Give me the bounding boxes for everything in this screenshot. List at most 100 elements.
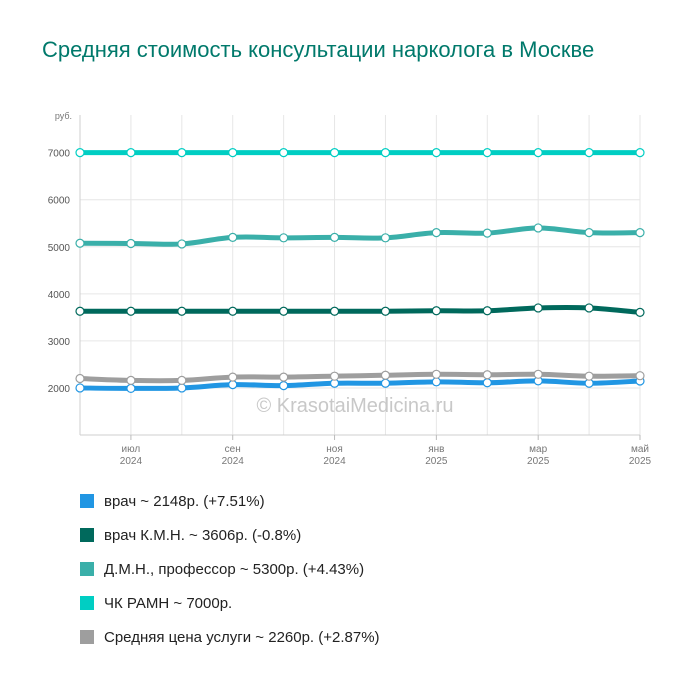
data-point bbox=[177, 383, 187, 393]
data-point bbox=[431, 148, 441, 158]
data-point bbox=[228, 232, 238, 242]
data-point bbox=[279, 233, 289, 243]
data-point bbox=[177, 148, 187, 158]
data-point bbox=[279, 380, 289, 391]
data-point bbox=[75, 373, 85, 384]
data-point bbox=[228, 148, 238, 158]
data-point bbox=[635, 148, 645, 158]
data-point bbox=[279, 306, 289, 316]
legend-label: ЧК РАМН ~ 7000р. bbox=[104, 594, 233, 612]
y-tick-label: 2000 bbox=[48, 384, 71, 395]
x-tick-year-label: 2025 bbox=[527, 456, 550, 467]
data-point bbox=[279, 148, 289, 158]
series-1 bbox=[75, 303, 645, 317]
data-point bbox=[329, 148, 340, 158]
data-point bbox=[533, 369, 543, 379]
data-point bbox=[380, 378, 391, 388]
x-tick-label: май bbox=[631, 444, 649, 455]
legend-label: врач К.М.Н. ~ 3606р. (-0.8%) bbox=[104, 526, 302, 544]
series-3 bbox=[75, 148, 645, 158]
data-point bbox=[75, 383, 85, 393]
axes: 200030004000500060007000руб.июл2024сен20… bbox=[48, 111, 652, 467]
y-tick-label: 5000 bbox=[48, 243, 71, 254]
legend-swatch bbox=[80, 596, 94, 610]
legend-label: врач ~ 2148р. (+7.51%) bbox=[104, 492, 265, 510]
legend-item[interactable]: врач ~ 2148р. (+7.51%) bbox=[80, 484, 380, 518]
legend-swatch bbox=[80, 494, 94, 508]
legend-swatch bbox=[80, 630, 94, 644]
y-tick-label: 7000 bbox=[48, 149, 71, 160]
data-point bbox=[431, 228, 441, 238]
x-tick-label: июл bbox=[122, 444, 141, 455]
data-point bbox=[75, 306, 85, 316]
data-point bbox=[380, 148, 391, 158]
data-point bbox=[482, 228, 492, 238]
data-point bbox=[329, 371, 340, 381]
data-point bbox=[279, 372, 289, 382]
legend-item[interactable]: Средняя цена услуги ~ 2260р. (+2.87%) bbox=[80, 620, 380, 654]
legend-label: Д.М.Н., профессор ~ 5300р. (+4.43%) bbox=[104, 560, 365, 578]
data-point bbox=[126, 383, 136, 394]
legend-label: Средняя цена услуги ~ 2260р. (+2.87%) bbox=[104, 628, 380, 646]
x-tick-label: ноя bbox=[326, 444, 343, 455]
data-point bbox=[329, 232, 340, 242]
chart-title: Средняя стоимость консультации нарколога… bbox=[42, 37, 595, 62]
x-tick-label: мар bbox=[529, 444, 547, 455]
data-point bbox=[177, 239, 187, 249]
legend-item[interactable]: Д.М.Н., профессор ~ 5300р. (+4.43%) bbox=[80, 552, 380, 586]
data-point bbox=[431, 377, 441, 387]
data-point bbox=[635, 307, 645, 317]
x-tick-label: янв bbox=[428, 444, 444, 455]
legend-swatch bbox=[80, 528, 94, 542]
data-point bbox=[533, 148, 543, 158]
x-tick-year-label: 2024 bbox=[323, 456, 346, 467]
legend-swatch bbox=[80, 562, 94, 576]
series-group bbox=[75, 148, 645, 394]
data-point bbox=[228, 372, 238, 382]
data-point bbox=[533, 223, 543, 233]
data-point bbox=[635, 371, 645, 381]
data-point bbox=[482, 378, 492, 388]
data-point bbox=[482, 370, 492, 380]
watermark: © KrasotaiMedicina.ru bbox=[256, 395, 453, 417]
line-chart: 200030004000500060007000руб.июл2024сен20… bbox=[48, 111, 652, 467]
y-unit-label: руб. bbox=[55, 111, 72, 121]
data-point bbox=[431, 369, 441, 379]
x-tick-year-label: 2024 bbox=[120, 456, 143, 467]
data-point bbox=[380, 233, 391, 243]
data-point bbox=[126, 238, 136, 249]
data-point bbox=[533, 303, 543, 313]
series-4 bbox=[75, 369, 645, 386]
data-point bbox=[482, 306, 492, 316]
y-tick-label: 4000 bbox=[48, 290, 71, 301]
series-line bbox=[77, 225, 643, 247]
data-point bbox=[228, 380, 238, 390]
data-point bbox=[329, 306, 340, 316]
data-point bbox=[75, 238, 85, 248]
data-point bbox=[177, 306, 187, 316]
legend-item[interactable]: врач К.М.Н. ~ 3606р. (-0.8%) bbox=[80, 518, 380, 552]
data-point bbox=[584, 228, 594, 238]
series-line bbox=[77, 304, 643, 315]
data-point bbox=[228, 306, 238, 316]
y-tick-label: 6000 bbox=[48, 196, 71, 207]
x-tick-label: сен bbox=[225, 444, 241, 455]
data-point bbox=[584, 371, 594, 381]
data-point bbox=[380, 306, 391, 316]
data-point bbox=[177, 375, 187, 386]
data-point bbox=[126, 375, 136, 386]
y-tick-label: 3000 bbox=[48, 337, 71, 348]
data-point bbox=[584, 303, 594, 313]
x-tick-year-label: 2024 bbox=[222, 456, 245, 467]
data-point bbox=[126, 148, 136, 158]
x-tick-year-label: 2025 bbox=[425, 456, 448, 467]
data-point bbox=[584, 148, 594, 158]
series-2 bbox=[75, 223, 645, 249]
legend-item[interactable]: ЧК РАМН ~ 7000р. bbox=[80, 586, 380, 620]
data-point bbox=[635, 228, 645, 238]
x-tick-year-label: 2025 bbox=[629, 456, 652, 467]
data-point bbox=[482, 148, 492, 158]
data-point bbox=[431, 306, 441, 316]
data-point bbox=[380, 370, 391, 380]
data-point bbox=[75, 148, 85, 158]
